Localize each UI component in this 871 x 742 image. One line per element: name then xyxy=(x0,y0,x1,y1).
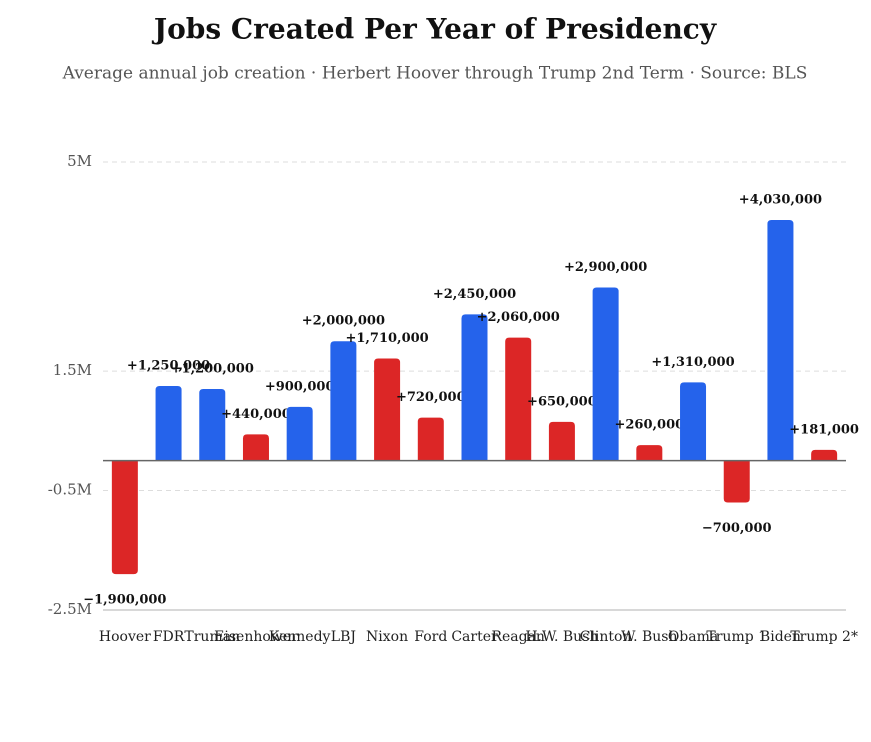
y-tick-label: -2.5M xyxy=(48,600,92,618)
bar xyxy=(723,460,750,503)
value-label: +2,450,000 xyxy=(433,287,516,302)
value-label: +260,000 xyxy=(614,418,684,433)
x-tick-label: Clinton xyxy=(580,629,632,645)
value-label: +720,000 xyxy=(396,390,466,405)
bar xyxy=(592,287,619,461)
value-label: +2,060,000 xyxy=(477,310,560,325)
x-tick-label: Truman xyxy=(184,629,240,645)
bar xyxy=(548,421,575,461)
y-tick-label: 1.5M xyxy=(53,361,92,379)
x-tick-label: Eisenhower xyxy=(214,629,298,645)
value-label: +181,000 xyxy=(789,422,859,437)
y-tick-label: 5M xyxy=(67,152,92,170)
value-label: +440,000 xyxy=(221,407,291,422)
x-tick-label: Trump 2* xyxy=(790,629,858,645)
value-label: −1,900,000 xyxy=(83,593,166,608)
bar xyxy=(680,382,707,461)
x-tick-label: LBJ xyxy=(331,629,356,645)
bar xyxy=(505,337,532,461)
value-label: +650,000 xyxy=(527,394,597,409)
x-tick-label: H.W. Bush xyxy=(525,629,598,645)
value-label: +2,000,000 xyxy=(302,314,385,329)
x-tick-label: W. Bush xyxy=(621,629,677,645)
bar xyxy=(636,445,663,461)
x-tick-label: Obama xyxy=(668,629,718,645)
value-label: +4,030,000 xyxy=(739,192,822,207)
x-tick-label: Nixon xyxy=(366,629,408,645)
bar xyxy=(811,449,838,461)
chart-subtitle: Average annual job creation · Herbert Ho… xyxy=(62,64,808,84)
bar xyxy=(767,219,794,461)
bar xyxy=(111,460,138,575)
x-tick-label: Trump 1 xyxy=(706,629,767,645)
bar xyxy=(199,388,226,461)
y-tick-label: -0.5M xyxy=(48,481,92,499)
value-label: +2,900,000 xyxy=(564,260,647,275)
x-tick-label: Ford xyxy=(414,629,447,645)
chart-title: Jobs Created Per Year of Presidency xyxy=(151,13,717,46)
bar xyxy=(374,358,401,461)
bar xyxy=(417,417,444,461)
bar xyxy=(155,386,182,461)
bar xyxy=(461,314,488,461)
x-tick-label: Biden xyxy=(760,629,801,645)
bar xyxy=(330,341,357,461)
value-label: −700,000 xyxy=(702,521,772,536)
x-tick-label: Hoover xyxy=(99,629,151,645)
value-label: +1,710,000 xyxy=(345,331,428,346)
x-tick-label: FDR xyxy=(153,629,185,645)
value-label: +900,000 xyxy=(265,379,335,394)
x-tick-label: Kennedy xyxy=(269,629,331,645)
value-label: +1,250,000 xyxy=(127,359,210,374)
x-tick-label: Carter xyxy=(451,629,498,645)
value-label: +1,310,000 xyxy=(651,355,734,370)
value-label: +1,200,000 xyxy=(171,361,254,376)
bar xyxy=(286,406,313,461)
x-tick-label: Reagan xyxy=(491,629,545,645)
bar xyxy=(242,434,269,461)
